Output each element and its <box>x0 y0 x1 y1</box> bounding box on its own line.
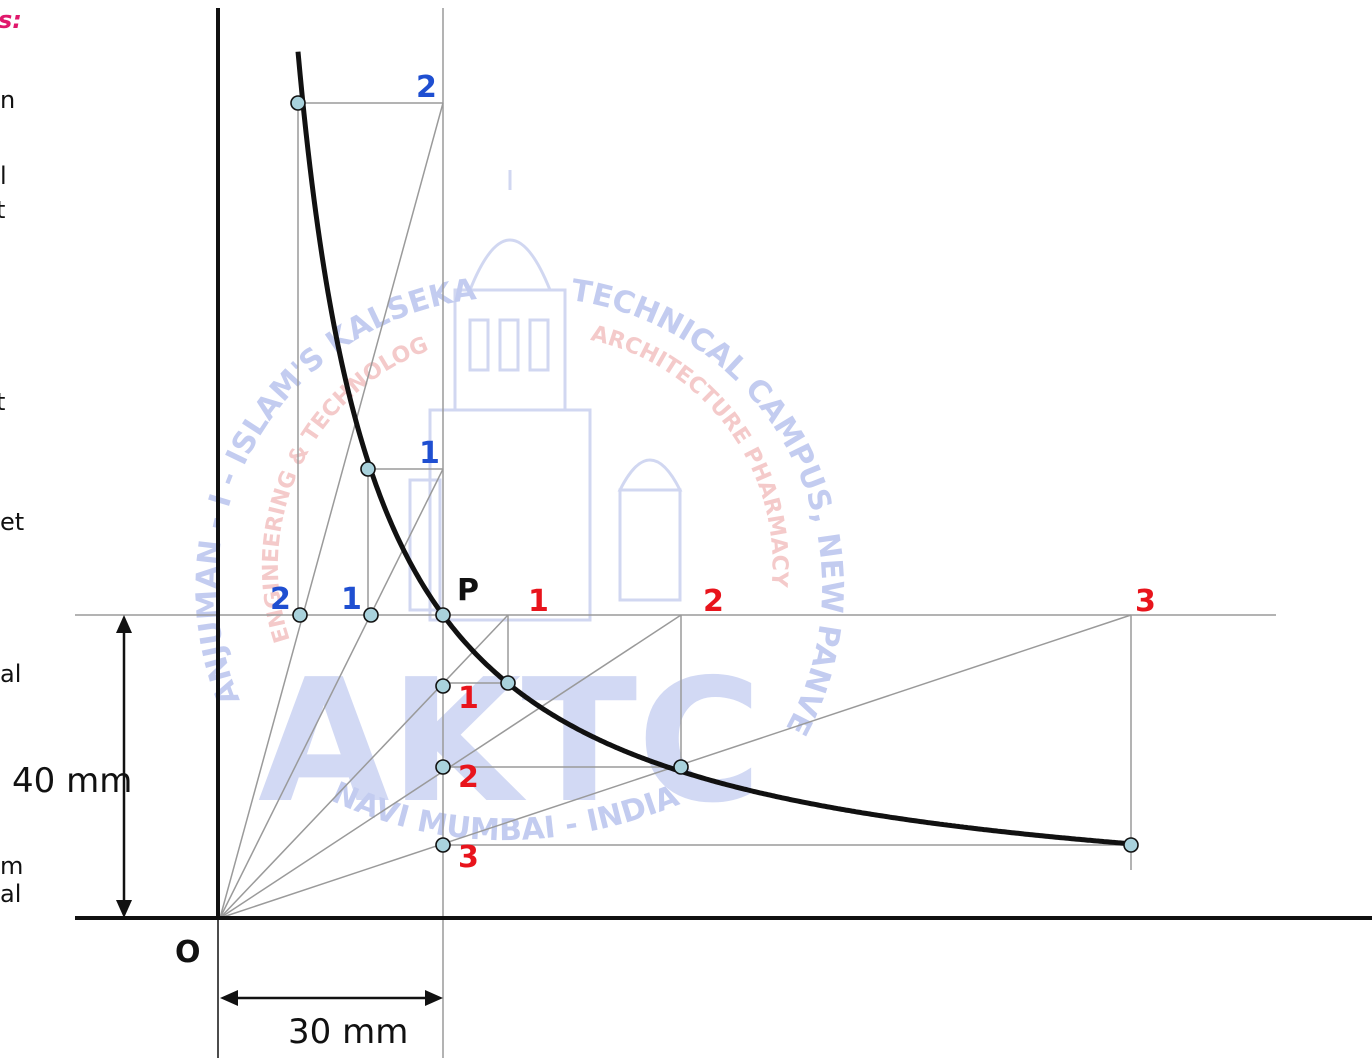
point-base-2 <box>292 607 308 623</box>
heading-fragment: s: <box>0 6 22 34</box>
text-fragment: al <box>0 660 22 688</box>
dimension-vertical: 40 mm <box>12 615 132 918</box>
dimension-horizontal: 30 mm <box>220 990 443 1052</box>
label-right-3: 3 <box>1135 584 1156 619</box>
watermark: ANJUMAN - I - ISLAM'S KALSEKAR TECHNICAL… <box>0 0 849 848</box>
label-lower-2: 2 <box>458 760 479 795</box>
construction-points <box>290 95 1139 853</box>
label-origin: O <box>175 935 201 970</box>
text-fragment: l <box>0 162 7 190</box>
axes <box>75 8 1372 1058</box>
text-fragment: al <box>0 880 22 908</box>
label-upper-1: 1 <box>419 436 440 471</box>
hyperbola-curve <box>295 51 1133 847</box>
point-upper-1 <box>360 461 376 477</box>
dimension-vertical-text: 40 mm <box>12 761 132 801</box>
point-lower-2 <box>435 759 451 775</box>
text-fragment: n <box>0 86 16 114</box>
label-p: P <box>457 573 479 608</box>
text-fragment: t <box>0 388 6 416</box>
text-fragment: et <box>0 508 25 536</box>
text-fragment: m <box>0 852 24 880</box>
point-lower-1 <box>435 678 451 694</box>
watermark-building <box>408 170 683 622</box>
point-right-1 <box>500 675 516 691</box>
label-right-2: 2 <box>703 584 724 619</box>
point-right-2 <box>673 759 689 775</box>
label-lower-1: 1 <box>458 681 479 716</box>
construction-lines <box>75 8 1276 1058</box>
point-labels: 2 1 2 1 P 1 2 3 1 2 3 O <box>175 70 1156 970</box>
point-upper-2 <box>290 95 306 111</box>
label-left-2: 2 <box>270 582 291 617</box>
point-p <box>435 607 451 623</box>
watermark-logo: AKTC <box>258 643 762 841</box>
point-right-3 <box>1123 837 1139 853</box>
label-lower-3: 3 <box>458 840 479 875</box>
dimension-horizontal-text: 30 mm <box>288 1012 408 1052</box>
label-right-1: 1 <box>528 584 549 619</box>
point-base-1 <box>363 607 379 623</box>
text-fragment: t <box>0 196 6 224</box>
label-upper-2: 2 <box>416 70 437 105</box>
point-lower-3 <box>435 837 451 853</box>
label-left-1: 1 <box>341 582 362 617</box>
